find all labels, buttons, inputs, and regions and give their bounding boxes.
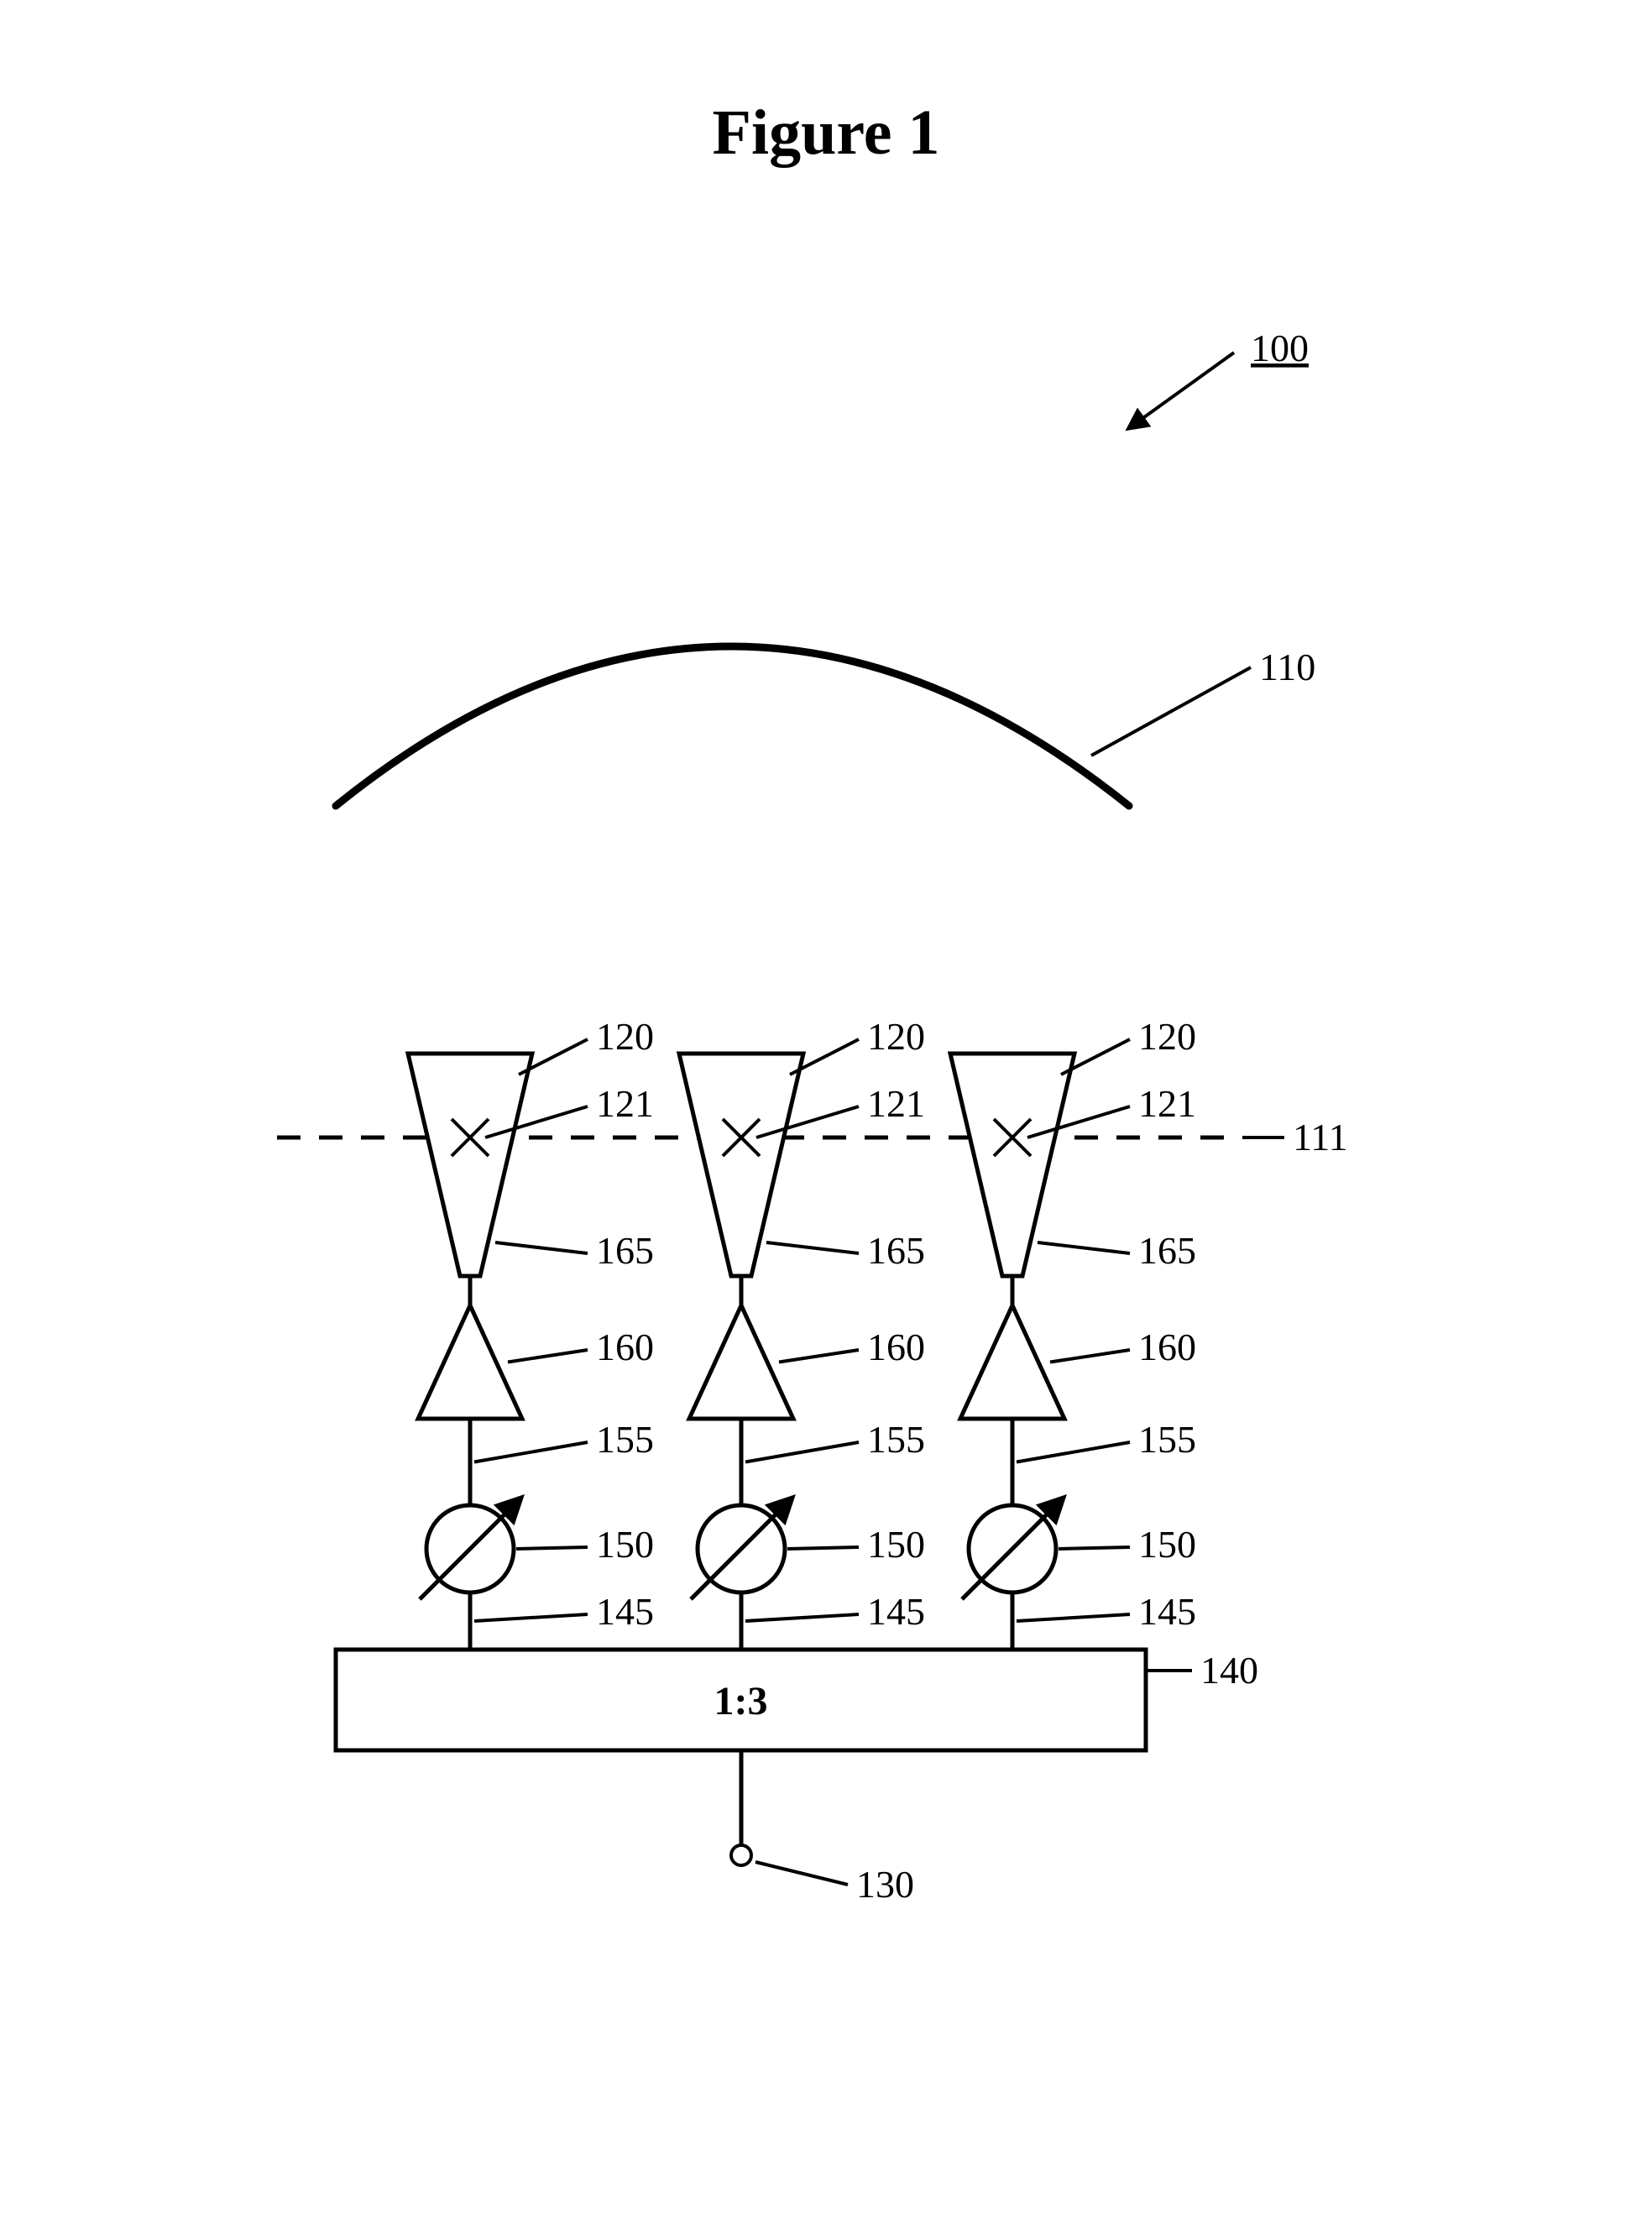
reflector-arc bbox=[336, 646, 1129, 806]
label-160: 160 bbox=[1138, 1326, 1196, 1368]
label-150: 150 bbox=[1138, 1523, 1196, 1566]
label-145: 145 bbox=[1138, 1590, 1196, 1633]
label-150: 150 bbox=[596, 1523, 654, 1566]
amplifier bbox=[689, 1305, 793, 1419]
label-165: 165 bbox=[1138, 1229, 1196, 1272]
figure-svg: 100 110 111 1:3 140 130 120 121 165 160 155 150 145 1… bbox=[0, 0, 1652, 2228]
feed-horn bbox=[950, 1054, 1074, 1276]
label-160: 160 bbox=[596, 1326, 654, 1368]
label-145: 145 bbox=[867, 1590, 925, 1633]
label-155: 155 bbox=[867, 1418, 925, 1461]
feed-horn bbox=[679, 1054, 803, 1276]
label-160: 160 bbox=[867, 1326, 925, 1368]
label-120: 120 bbox=[1138, 1015, 1196, 1058]
label-120: 120 bbox=[596, 1015, 654, 1058]
label-121: 121 bbox=[1138, 1082, 1196, 1125]
page: Figure 1 1001101111:31401301201211651601… bbox=[0, 0, 1652, 2228]
label-110: 110 bbox=[1259, 646, 1315, 688]
label-140: 140 bbox=[1200, 1649, 1258, 1692]
figure-title: Figure 1 bbox=[0, 97, 1652, 170]
label-155: 155 bbox=[1138, 1418, 1196, 1461]
label-165: 165 bbox=[867, 1229, 925, 1272]
amplifier bbox=[418, 1305, 522, 1419]
feed-horn bbox=[408, 1054, 532, 1276]
label-121: 121 bbox=[867, 1082, 925, 1125]
label-145: 145 bbox=[596, 1590, 654, 1633]
amplifier bbox=[960, 1305, 1064, 1419]
label-150: 150 bbox=[867, 1523, 925, 1566]
label-165: 165 bbox=[596, 1229, 654, 1272]
label-121: 121 bbox=[596, 1082, 654, 1125]
label-100: 100 bbox=[1251, 327, 1309, 369]
input-port bbox=[731, 1845, 751, 1865]
label-120: 120 bbox=[867, 1015, 925, 1058]
label-155: 155 bbox=[596, 1418, 654, 1461]
label-111: 111 bbox=[1293, 1116, 1348, 1158]
label-130: 130 bbox=[856, 1863, 914, 1906]
splitter-ratio: 1:3 bbox=[714, 1679, 768, 1723]
